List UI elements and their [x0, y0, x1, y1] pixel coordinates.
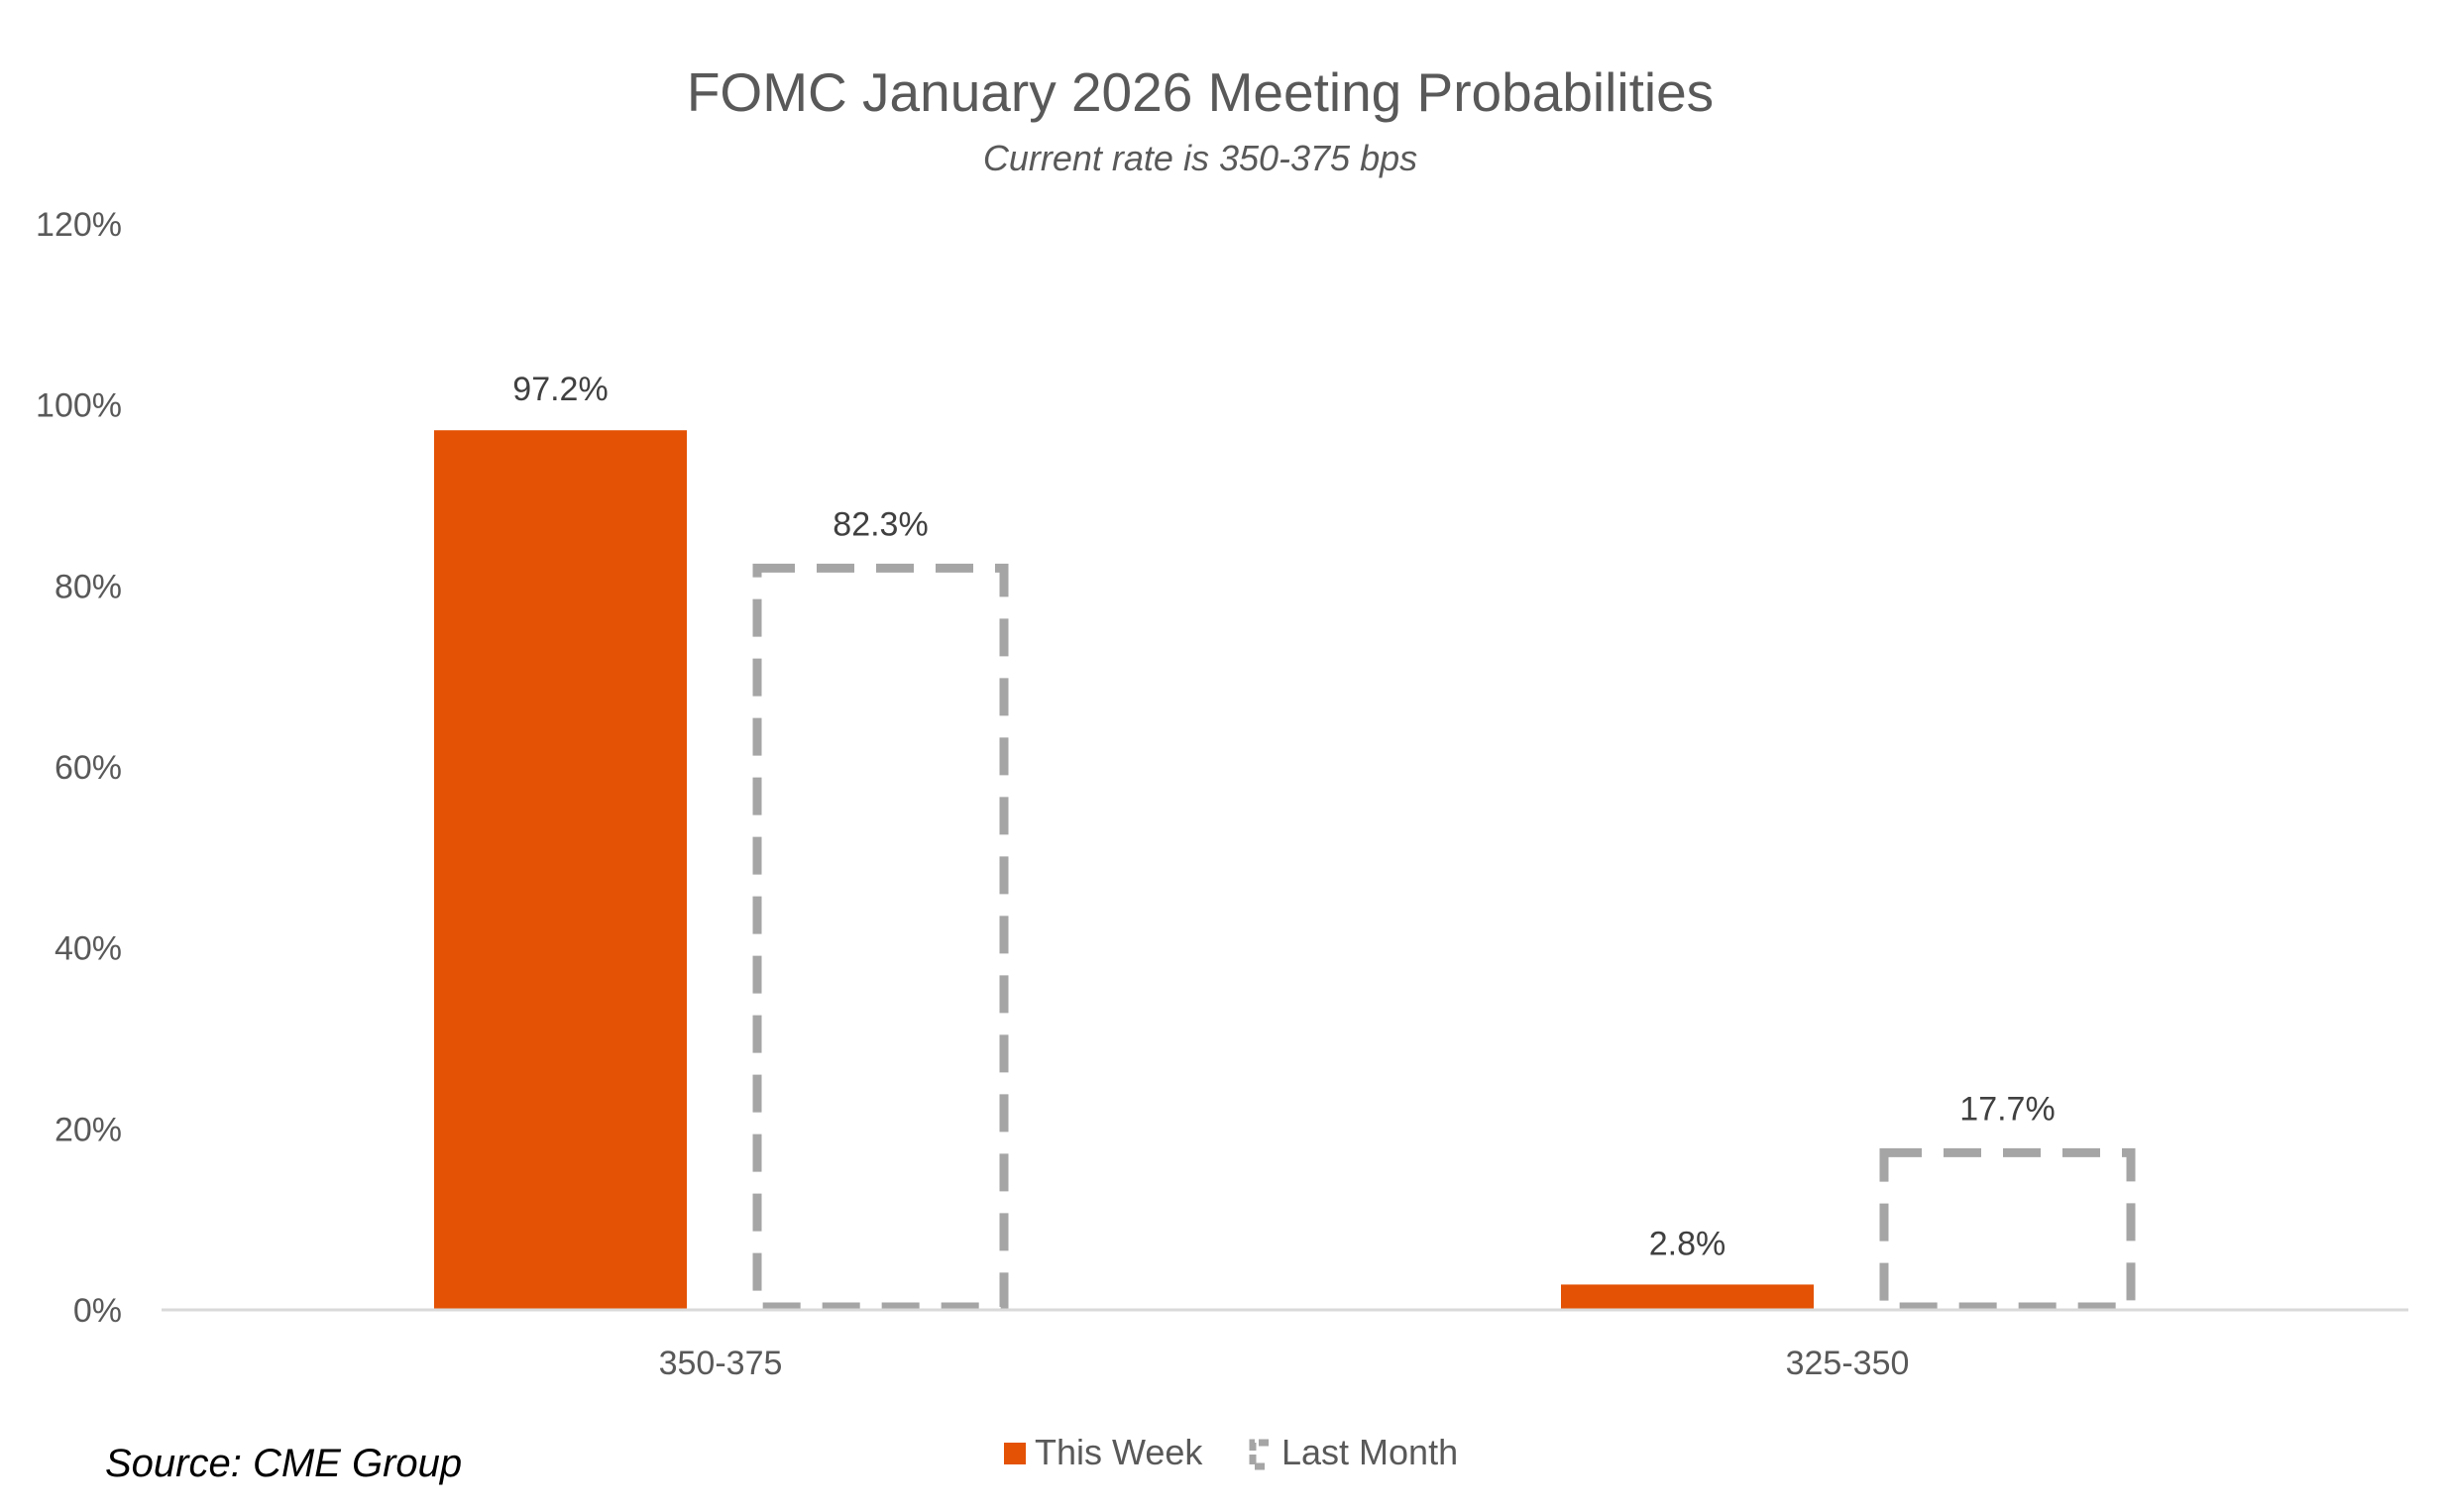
chart-title: FOMC January 2026 Meeting Probabilities: [687, 61, 1714, 123]
chart-subtitle: Current rate is 350-375 bps: [983, 138, 1417, 178]
x-tick-label: 350-375: [659, 1345, 783, 1382]
data-label: 17.7%: [1959, 1090, 2055, 1128]
y-axis: 0% 20% 40% 60% 80% 100% 120%: [36, 206, 122, 1330]
y-tick-label: 20%: [55, 1111, 122, 1148]
y-tick-label: 80%: [55, 568, 122, 605]
source-note: Source: CME Group: [105, 1442, 462, 1485]
bars: 97.2% 82.3% 2.8% 17.7%: [434, 371, 2136, 1312]
data-label: 97.2%: [512, 371, 608, 408]
bar-last-month: [752, 563, 1009, 1312]
legend: This Week Last Month: [1004, 1432, 1458, 1472]
legend-swatch-last-month: [1249, 1439, 1269, 1470]
bar-this-week: [434, 430, 687, 1310]
legend-swatch-this-week: [1004, 1443, 1026, 1464]
legend-label-last-month: Last Month: [1281, 1432, 1458, 1472]
legend-label-this-week: This Week: [1035, 1432, 1203, 1472]
x-axis: 350-375 325-350: [659, 1345, 1910, 1382]
y-tick-label: 0%: [73, 1292, 122, 1330]
bar-last-month: [1879, 1147, 2136, 1312]
y-tick-label: 100%: [36, 387, 122, 425]
y-tick-label: 40%: [55, 930, 122, 968]
data-label: 2.8%: [1649, 1225, 1726, 1262]
y-tick-label: 120%: [36, 206, 122, 244]
data-label: 82.3%: [833, 505, 928, 543]
bar-this-week: [1561, 1284, 1814, 1310]
y-tick-label: 60%: [55, 749, 122, 787]
x-tick-label: 325-350: [1786, 1345, 1910, 1382]
